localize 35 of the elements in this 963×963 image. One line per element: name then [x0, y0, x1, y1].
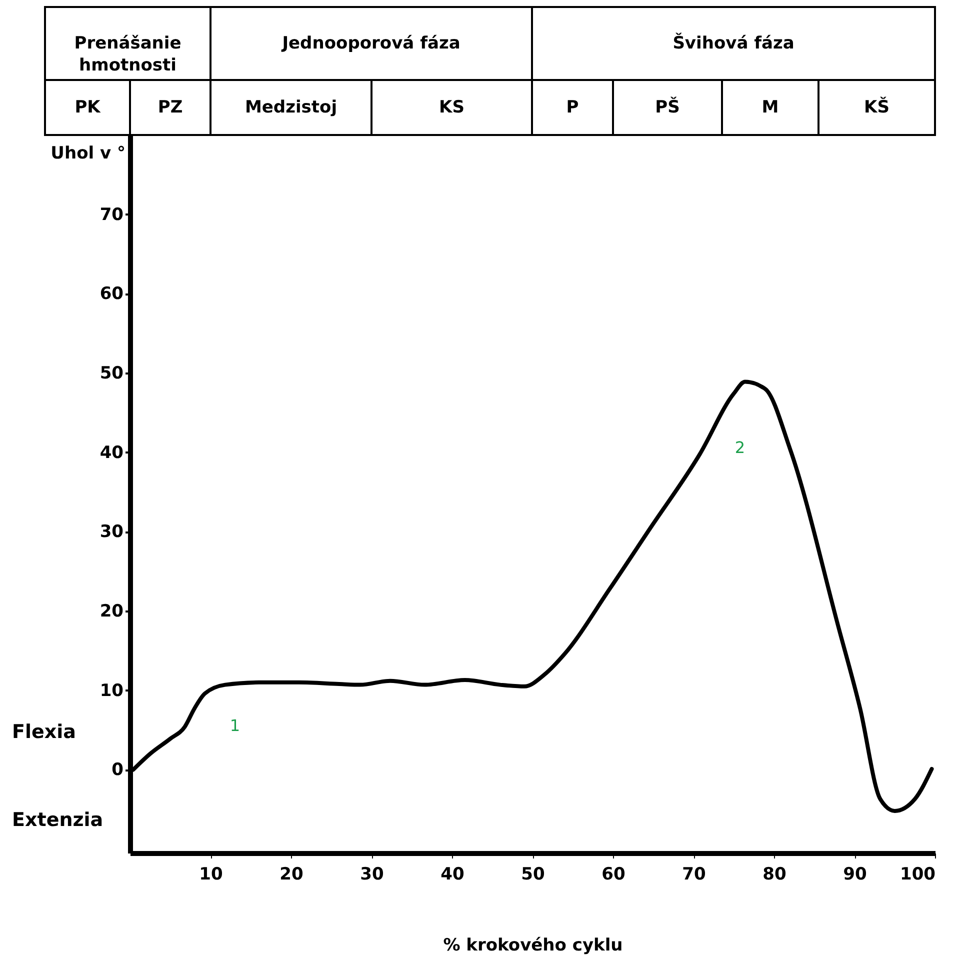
x-tick-label: 100 — [900, 864, 936, 884]
y-tick-label: 10 — [100, 680, 124, 701]
annotation: 2 — [734, 438, 746, 457]
x-tick-label: 60 — [602, 864, 626, 884]
annotation: 1 — [230, 716, 240, 735]
y-tick-label: 20 — [100, 602, 124, 622]
text: M — [762, 98, 779, 118]
x-tick-label: 40 — [440, 864, 464, 884]
text: KŠ — [864, 96, 890, 118]
text: Flexia — [12, 721, 76, 743]
text: Prenášanie hmotnosti — [74, 34, 182, 76]
x-tick-label: 10 — [199, 864, 223, 884]
text: PK — [74, 98, 102, 118]
text: KS — [439, 98, 464, 118]
y-axis-title: Uhol v ° — [50, 144, 126, 164]
y-tick-label: 30 — [100, 522, 124, 542]
x-axis-title: % krokového cyklu — [443, 936, 623, 956]
text: PZ — [158, 98, 183, 118]
x-tick-label: 50 — [521, 864, 545, 884]
y-tick-label: 40 — [100, 442, 124, 463]
y-tick-label: 70 — [100, 204, 124, 225]
x-tick-label: 70 — [682, 864, 706, 884]
x-tick-label: 20 — [280, 864, 304, 884]
y-tick-label: 50 — [100, 364, 124, 384]
text: Švihová fáza — [672, 32, 794, 54]
x-tick-label: 90 — [843, 864, 867, 884]
y-tick-label: 0 — [112, 760, 124, 780]
text: Jednooporová fáza — [281, 34, 460, 54]
x-tick-label: 80 — [762, 864, 786, 884]
x-tick-label: 30 — [360, 864, 384, 884]
text: P — [566, 98, 579, 118]
text: Medzistoj — [244, 98, 338, 118]
text: PŠ — [655, 96, 680, 118]
y-tick-label: 60 — [100, 284, 124, 304]
text: Extenzia — [12, 809, 104, 831]
